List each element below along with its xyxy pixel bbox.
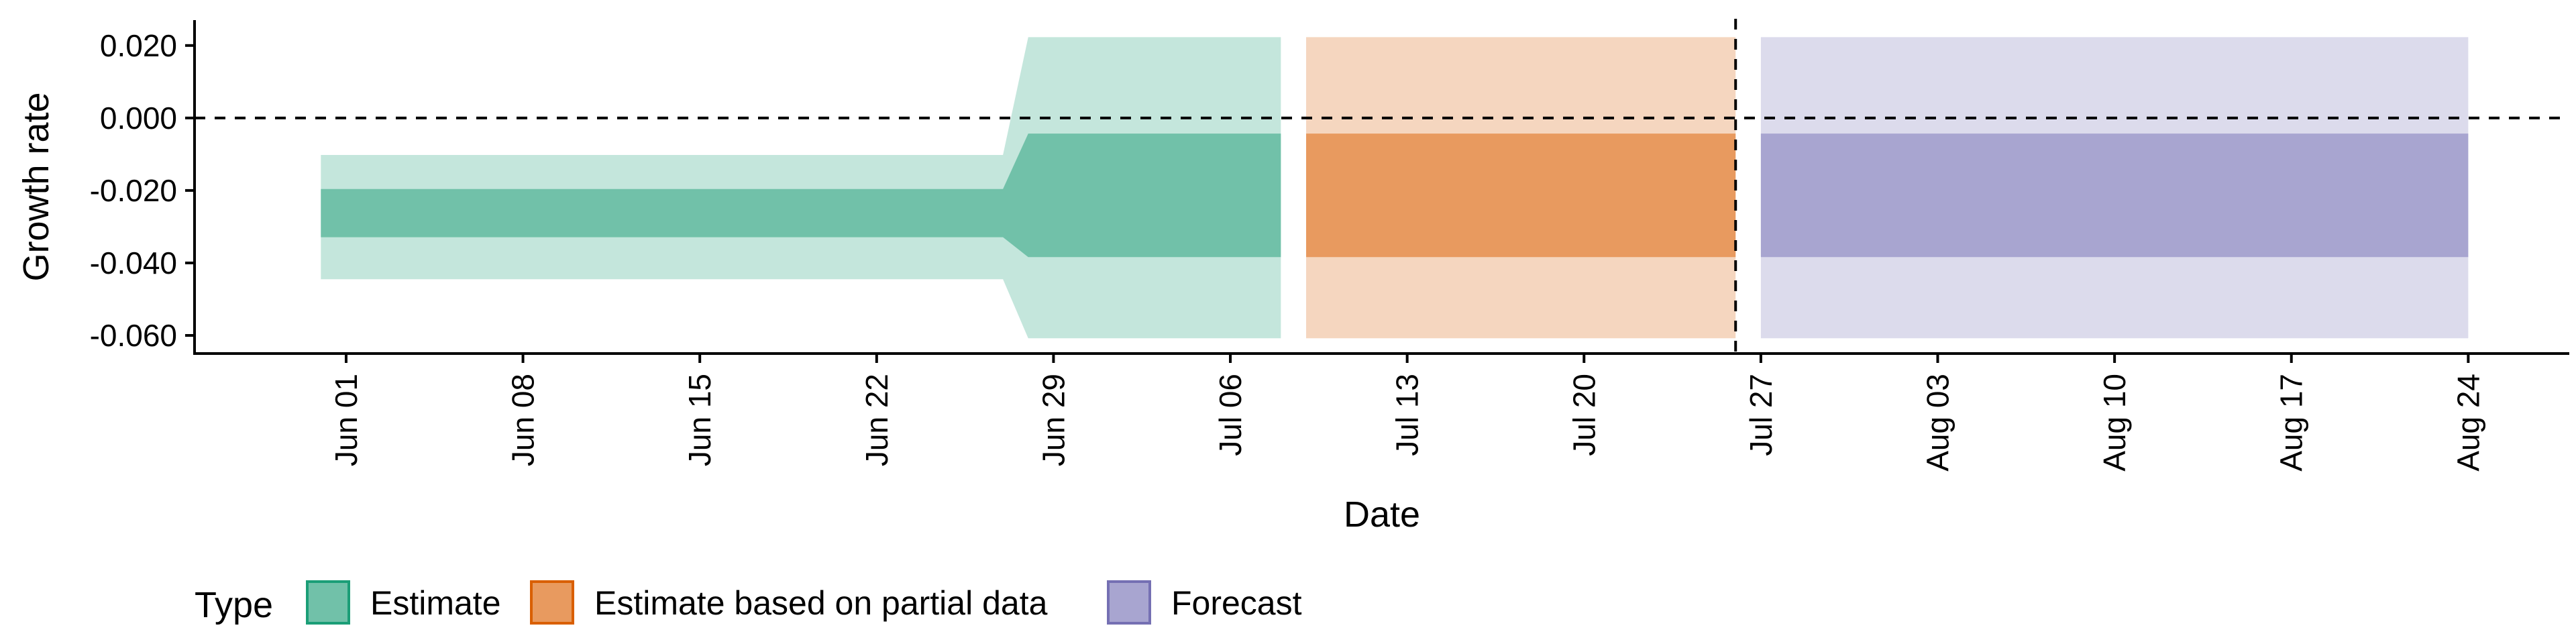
x-tick-label: Jun 22 bbox=[859, 374, 894, 466]
x-tick-label: Aug 03 bbox=[1921, 374, 1955, 472]
legend-label: Estimate based on partial data bbox=[594, 584, 1048, 622]
band-inner-forecast bbox=[1760, 133, 2469, 258]
x-tick-label: Jun 15 bbox=[682, 374, 717, 466]
x-tick-label: Jun 08 bbox=[506, 374, 541, 466]
y-tick-label: -0.020 bbox=[90, 173, 177, 208]
ribbon-bands bbox=[321, 37, 2469, 339]
x-tick-label: Jul 20 bbox=[1566, 374, 1601, 456]
legend-title: Type bbox=[195, 585, 273, 625]
axes bbox=[193, 20, 2569, 355]
legend-swatch bbox=[306, 580, 350, 625]
band-outer-estimate bbox=[321, 37, 1281, 339]
legend-swatch bbox=[530, 580, 574, 625]
y-axis-title: Growth rate bbox=[16, 92, 56, 281]
legend-items: Estimate Estimate based on partial data Fo… bbox=[306, 580, 1302, 625]
y-tick-label: 0.020 bbox=[100, 28, 177, 63]
band-inner-estimate bbox=[321, 133, 1281, 258]
reference-lines bbox=[195, 19, 2569, 354]
x-axis-ticks: Jun 01 Jun 08 Jun 15 Jun 22 Jun 29 Jul 06 Jul … bbox=[329, 354, 2485, 472]
y-tick-label: 0.000 bbox=[100, 101, 177, 136]
legend-label: Forecast bbox=[1171, 584, 1302, 622]
x-tick-label: Aug 24 bbox=[2451, 374, 2485, 472]
x-tick-label: Jul 27 bbox=[1743, 374, 1778, 456]
y-axis-ticks: 0.020 0.000 -0.020 -0.040 -0.060 bbox=[90, 28, 195, 353]
x-axis-title: Date bbox=[1344, 494, 1420, 535]
x-tick-label: Jun 29 bbox=[1036, 374, 1071, 466]
plot-area: Jun 01 Jun 08 Jun 15 Jun 22 Jun 29 Jul 06 Jul … bbox=[90, 19, 2569, 472]
legend-swatch bbox=[1107, 580, 1151, 625]
x-tick-label: Aug 10 bbox=[2097, 374, 2132, 472]
y-tick-label: -0.060 bbox=[90, 318, 177, 353]
x-tick-label: Jul 13 bbox=[1390, 374, 1425, 456]
legend: Type Estimate Estimate based on partial d… bbox=[195, 580, 1302, 625]
x-tick-label: Jun 01 bbox=[329, 374, 364, 466]
y-tick-label: -0.040 bbox=[90, 246, 177, 280]
x-tick-label: Aug 17 bbox=[2274, 374, 2309, 472]
legend-label: Estimate bbox=[370, 584, 501, 622]
band-inner-estimate-based-on-partial-data bbox=[1306, 133, 1736, 258]
x-tick-label: Jul 06 bbox=[1213, 374, 1248, 456]
